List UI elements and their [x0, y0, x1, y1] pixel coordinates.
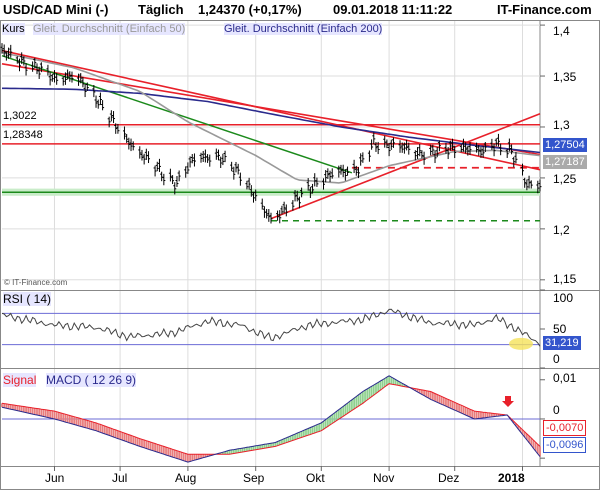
- symbol-title: USD/CAD Mini (-): [3, 2, 109, 17]
- y-tick-price-5: 1,15: [553, 272, 577, 286]
- macd-signal-title: Signal: [3, 373, 37, 387]
- level-label-mid: 1,28348: [3, 129, 43, 141]
- y-tick-price-2: 1,3: [553, 118, 570, 132]
- interval-label: Täglich: [138, 2, 184, 17]
- x-tick-okt: Okt: [306, 471, 325, 485]
- rsi-highlight: [509, 337, 533, 350]
- rsi-value-box: 31,219: [543, 336, 581, 350]
- sma200-value-box: 1,27504: [543, 138, 587, 152]
- y-tick-price-1: 1,35: [553, 70, 577, 84]
- panel-frame-1: [0, 290, 600, 369]
- rsi-tick-0: 0: [553, 352, 560, 366]
- y-tick-price-4: 1,2: [553, 223, 570, 237]
- macd-tick-001: 0,01: [553, 371, 577, 385]
- sell-arrow-icon: [502, 396, 514, 407]
- macd-title: MACD ( 12 26 9): [46, 373, 137, 387]
- sma50-line: [1, 51, 541, 184]
- level-label-high: 1,3022: [3, 110, 37, 122]
- y-tick-price-0: 1,4: [553, 24, 570, 38]
- trendline-1: [1, 63, 541, 156]
- x-tick-jul: Jul: [112, 471, 128, 485]
- rsi-line: [1, 308, 541, 347]
- quote-label: 1,24370 (+0,17%): [198, 2, 302, 17]
- trendline-2: [270, 112, 541, 220]
- brand-label: IT-Finance.com: [497, 2, 592, 17]
- x-tick-sep: Sep: [243, 471, 265, 485]
- signal-value-box: -0,0070: [543, 420, 587, 436]
- legend-kurs: Kurs: [2, 23, 25, 35]
- signal-line: [1, 383, 541, 455]
- x-tick-dez: Dez: [438, 471, 460, 485]
- y-tick-price-3: 1,25: [553, 172, 577, 186]
- price-bars: [0, 43, 542, 224]
- macd-value-box: -0,0096: [543, 437, 587, 453]
- macd-line: [1, 375, 541, 463]
- legend-sma50: Gleit. Durchschnitt (Einfach 50): [33, 23, 186, 35]
- macd-tick-0: 0: [553, 403, 560, 417]
- sma50-value-box: 1,27187: [543, 155, 587, 169]
- x-tick-jun: Jun: [45, 471, 65, 485]
- sma200-line: [2, 87, 541, 154]
- x-tick-aug: Aug: [175, 471, 197, 485]
- chart-header: USD/CAD Mini (-) Täglich 1,24370 (+0,17%…: [0, 0, 600, 20]
- rsi-tick-50: 50: [553, 322, 567, 336]
- legend-sma200: Gleit. Durchschnitt (Einfach 200): [224, 23, 383, 35]
- x-tick-nov: Nov: [373, 471, 395, 485]
- x-tick-2018: 2018: [498, 471, 525, 485]
- datetime-label: 09.01.2018 11:11:22: [333, 2, 453, 17]
- rsi-title: RSI ( 14): [3, 292, 52, 306]
- watermark: © IT-Finance.com: [4, 278, 68, 287]
- rsi-tick-100: 100: [553, 291, 574, 305]
